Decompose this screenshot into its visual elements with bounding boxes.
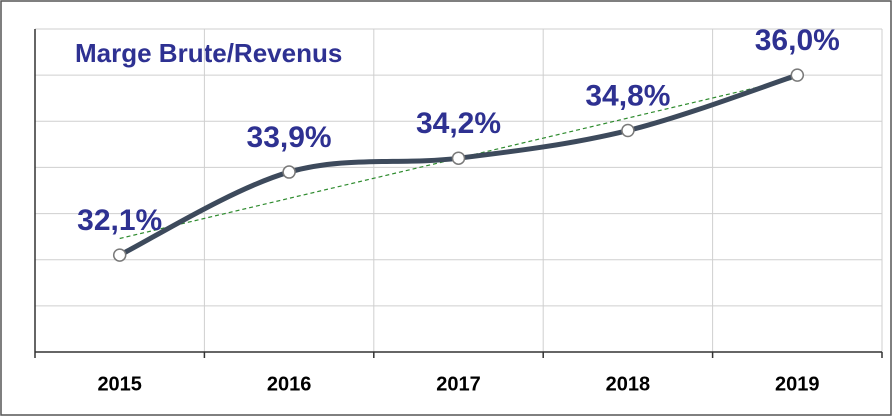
data-label: 34,2%: [416, 107, 501, 140]
x-tick-label: 2016: [267, 373, 312, 395]
point-marker: [790, 68, 805, 82]
data-label: 33,9%: [247, 121, 332, 154]
x-tick-label: 2015: [97, 373, 142, 395]
x-tick-label: 2018: [606, 373, 651, 395]
point-marker: [621, 123, 635, 138]
chart-title: Marge Brute/Revenus: [75, 38, 342, 68]
x-tick-label: 2019: [775, 373, 820, 395]
data-label: 34,8%: [585, 79, 670, 112]
x-tick-label: 2017: [436, 373, 481, 395]
data-label: 36,0%: [755, 24, 840, 57]
point-marker: [112, 248, 127, 262]
point-marker: [282, 165, 296, 179]
point-marker: [451, 151, 466, 165]
data-label: 32,1%: [77, 204, 162, 237]
